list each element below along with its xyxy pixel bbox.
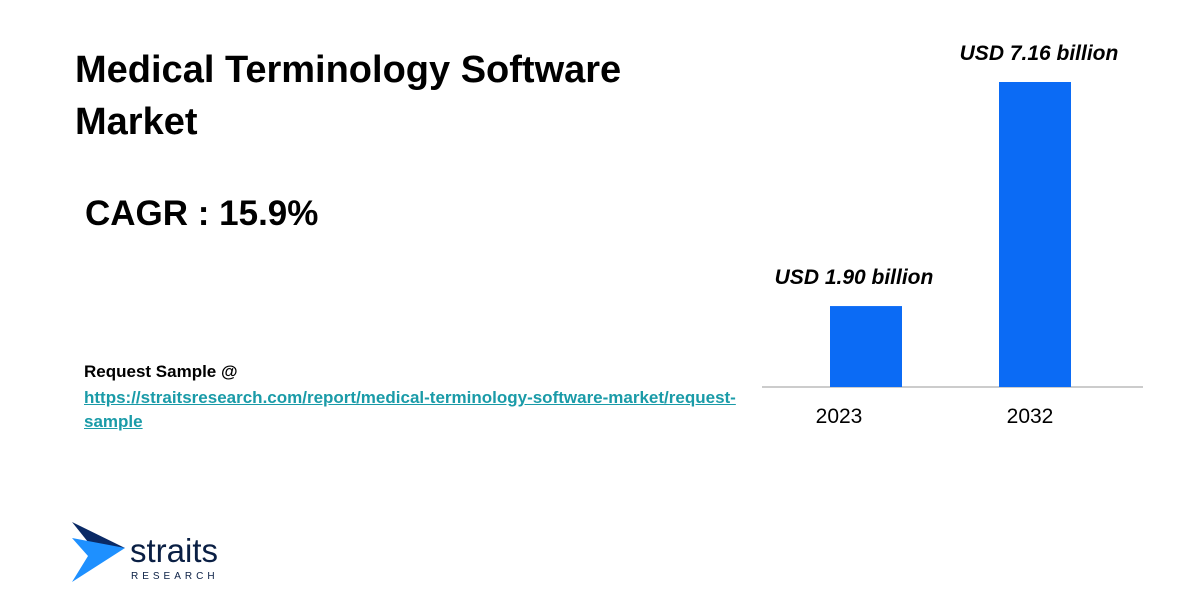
value-label: USD 1.90 billion bbox=[775, 266, 934, 289]
x-tick-label: 2023 bbox=[816, 405, 863, 428]
request-link[interactable]: https://straitsresearch.com/report/medic… bbox=[84, 388, 736, 431]
request-label: Request Sample @ bbox=[84, 362, 238, 381]
cagr: CAGR : 15.9% bbox=[85, 194, 319, 233]
title: Medical Terminology Software Market bbox=[75, 49, 622, 143]
logo-mark-top bbox=[72, 522, 125, 552]
bar bbox=[999, 82, 1071, 387]
x-tick-label: 2032 bbox=[1007, 405, 1054, 428]
logo-mark-bottom bbox=[72, 538, 125, 582]
value-label: USD 7.16 billion bbox=[960, 42, 1119, 65]
logo-sub: RESEARCH bbox=[131, 571, 219, 582]
logo-name: straits bbox=[130, 532, 218, 569]
bar bbox=[830, 306, 902, 387]
